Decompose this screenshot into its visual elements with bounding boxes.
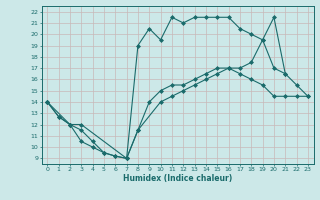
X-axis label: Humidex (Indice chaleur): Humidex (Indice chaleur): [123, 174, 232, 183]
